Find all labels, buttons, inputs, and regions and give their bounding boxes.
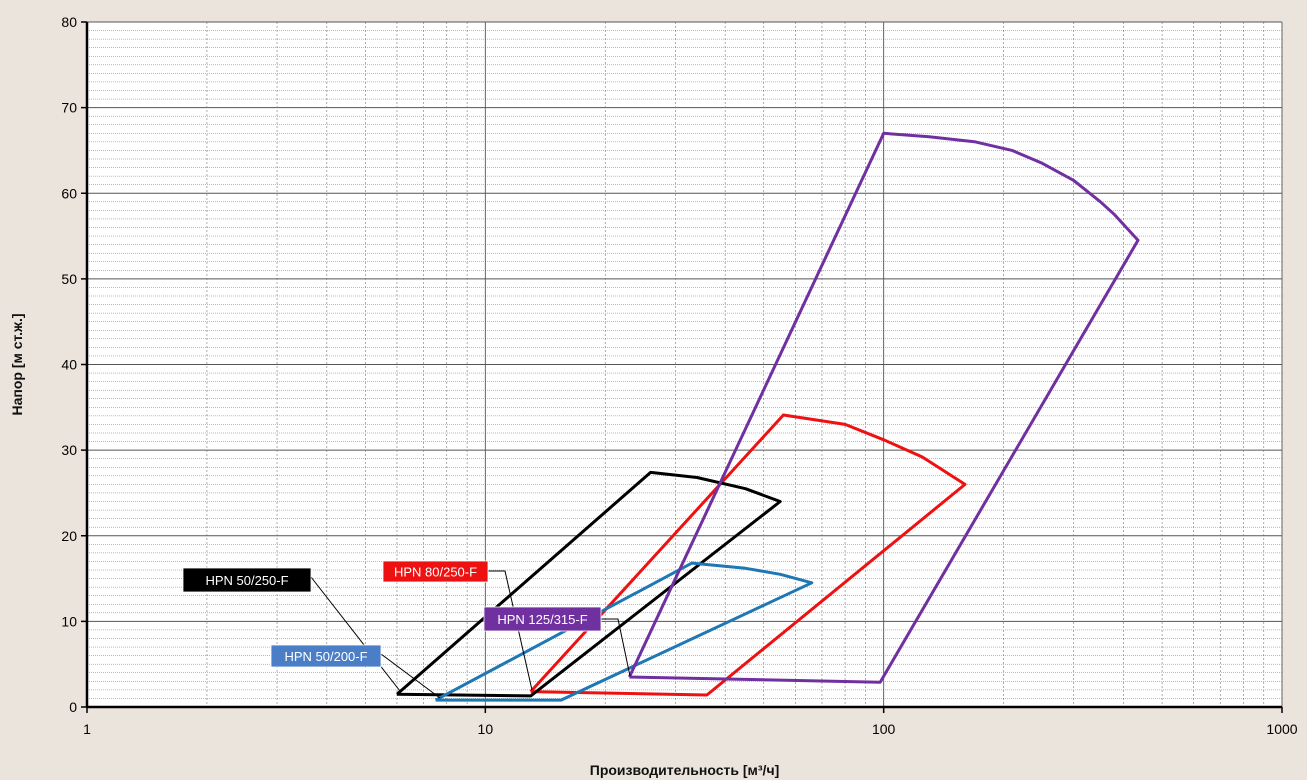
x-tick-label: 1000 [1266,721,1297,737]
label-text: HPN 50/200-F [284,649,367,664]
axes: 0 10 20 30 40 50 60 70 80 1 10 100 1000 [61,14,1297,737]
label-box [483,606,602,632]
series-label-hpn-50-250-f: HPN 50/250-F [182,567,401,692]
series-labels: HPN 50/250-F HPN 50/200-F HPN 80/250-F HPN … [182,560,631,699]
leader-line [601,618,631,677]
series-line-hpn-80-250-f [529,413,967,697]
series-label-hpn-80-250-f: HPN 80/250-F [382,560,533,691]
series-line-hpn-50-250-f [396,470,782,698]
x-axis-title: Производительность [м³/ч] [590,762,779,778]
label-text: HPN 80/250-F [394,565,477,580]
y-tick-label: 50 [61,271,77,287]
series-label-hpn-50-200-f: HPN 50/200-F [270,644,441,699]
series-line-hpn-125-315-f [628,131,1140,684]
y-tick-label: 70 [61,100,77,116]
x-tick-label: 10 [478,721,494,737]
label-box [382,560,489,583]
label-text: HPN 125/315-F [497,612,587,627]
x-tick-label: 100 [872,721,896,737]
y-tick-label: 40 [61,357,77,373]
y-tick-label: 0 [69,699,77,715]
x-tick-label: 1 [83,721,91,737]
series-layer [396,131,1140,702]
series-label-hpn-125-315-f: HPN 125/315-F [483,606,631,677]
leader-line [380,653,441,699]
y-tick-label: 80 [61,14,77,30]
label-box [270,644,382,668]
y-tick-label: 60 [61,185,77,201]
label-text: HPN 50/250-F [205,573,288,588]
leader-line [488,570,533,691]
y-tick-label: 10 [61,613,77,629]
series-line-hpn-50-200-f [434,561,814,702]
leader-line [310,576,401,692]
y-tick-label: 30 [61,442,77,458]
label-box [182,567,312,593]
y-axis-title: Напор [м ст.ж.] [9,313,25,415]
y-tick-label: 20 [61,528,77,544]
